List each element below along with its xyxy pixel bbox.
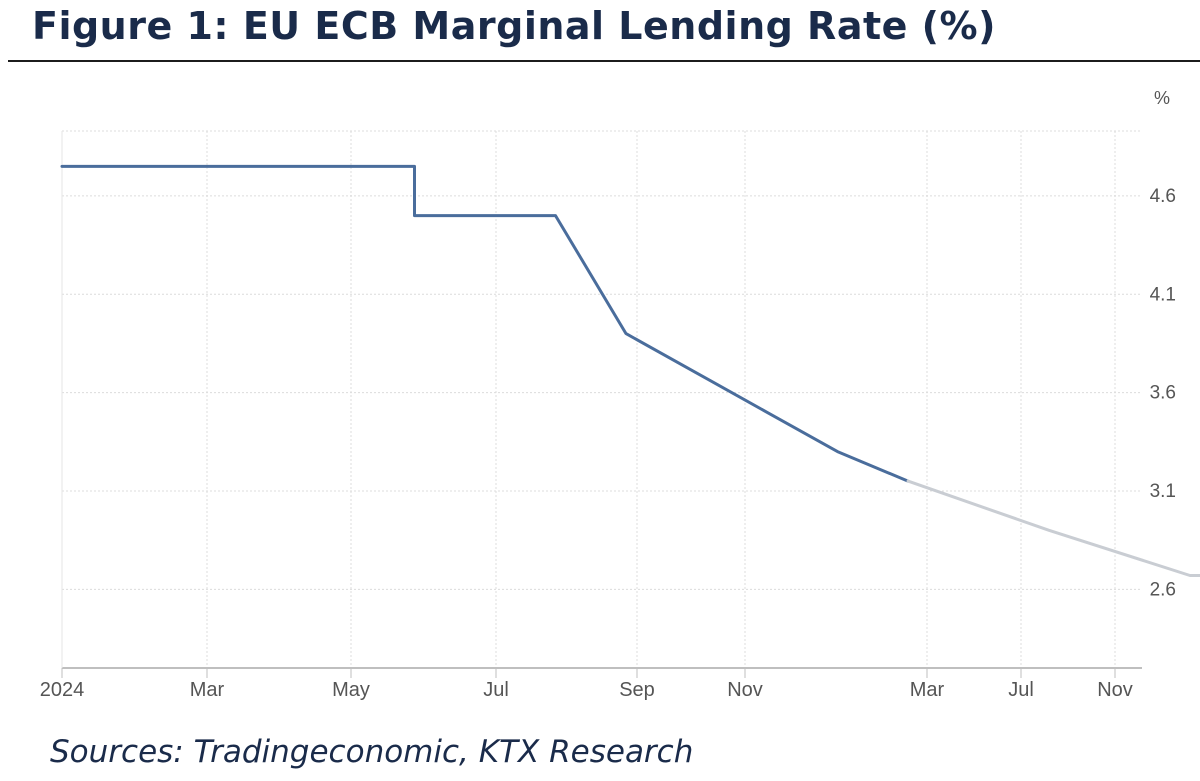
x-tick-label: Jul (483, 679, 509, 701)
axis-layer (61, 131, 1142, 678)
line-chart: 2.6 3.1 3.6 4.1 4.6% 2024 Mar May Jul Sep Nov Mar Ju… (40, 88, 1200, 701)
figure-title: Figure 1: EU ECB Marginal Lending Rate (… (32, 4, 996, 48)
x-tick-label: Sep (619, 679, 655, 701)
y-axis-unit-label: % (1154, 88, 1170, 108)
label-layer: 2.6 3.1 3.6 4.1 4.6% 2024 Mar May Jul Sep Nov Mar Ju… (40, 88, 1176, 701)
series-line-actual (60, 164, 910, 483)
y-tick-label: 4.6 (1150, 186, 1176, 207)
x-tick-label: Mar (190, 679, 225, 701)
y-tick-label: 3.1 (1150, 481, 1176, 502)
y-tick-label: 3.6 (1150, 383, 1176, 404)
title-divider (8, 60, 1200, 62)
x-tick-label: Nov (1097, 679, 1133, 701)
x-tick-label: Jul (1008, 679, 1034, 701)
series-line-forecast (906, 479, 1200, 577)
source-note: Sources: Tradingeconomic, KTX Research (50, 734, 694, 770)
x-tick-label: Nov (727, 679, 763, 701)
y-tick-label: 2.6 (1150, 579, 1176, 600)
x-tick-label: Mar (910, 679, 945, 701)
grid-layer (62, 130, 1142, 668)
y-tick-label: 4.1 (1150, 284, 1176, 305)
series-layer (60, 164, 1200, 577)
x-tick-label: 2024 (40, 679, 85, 701)
x-tick-label: May (332, 679, 370, 701)
